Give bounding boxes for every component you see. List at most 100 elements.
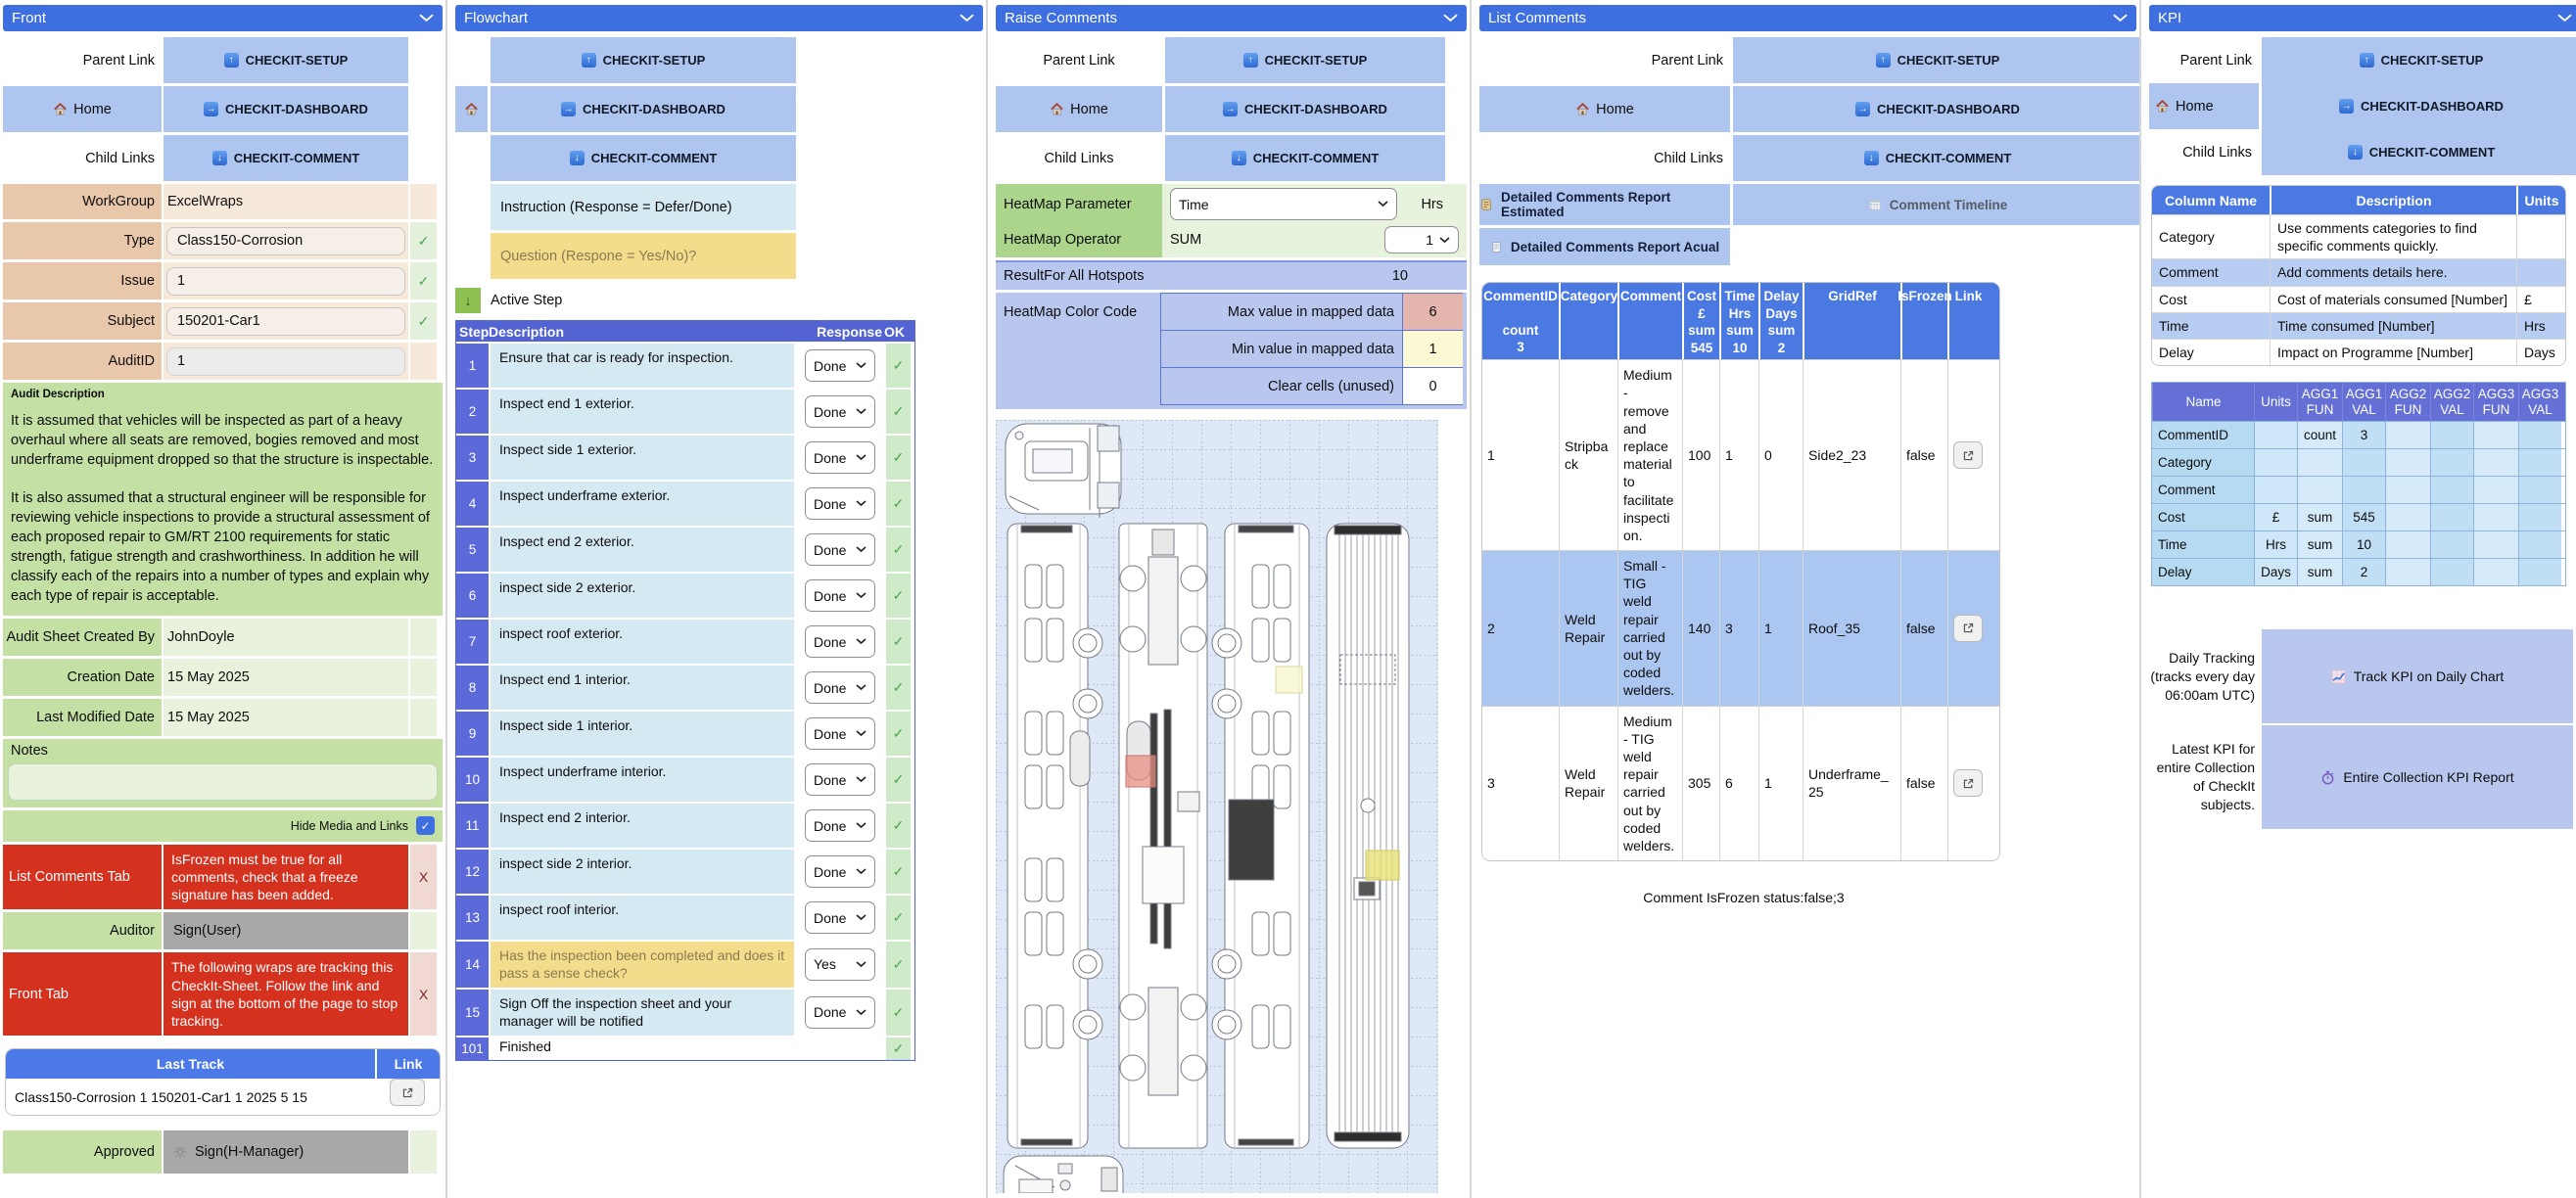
checkit-dashboard-link[interactable]: → CHECKIT-DASHBOARD [1855, 102, 2020, 116]
checkit-comment-link[interactable]: ↓ CHECKIT-COMMENT [211, 151, 359, 165]
comment-time: 6 [1719, 706, 1758, 861]
comment-timeline-link[interactable]: Comment Timeline [1733, 184, 2139, 225]
checkit-dashboard-link[interactable]: → CHECKIT-DASHBOARD [1223, 102, 1387, 116]
response-select[interactable]: Done [805, 395, 875, 428]
checkit-dashboard-link[interactable]: → CHECKIT-DASHBOARD [204, 102, 368, 116]
comment-row: 1 Stripback Medium - remove and replace … [1482, 359, 1999, 551]
created-by-row: Audit Sheet Created By JohnDoyle [3, 618, 443, 656]
color-code-row-value[interactable]: 6 [1402, 294, 1463, 330]
response-select[interactable]: Done [805, 901, 875, 934]
checkit-comment-link[interactable]: ↓ CHECKIT-COMMENT [1231, 151, 1379, 165]
panel-header-flowchart[interactable]: Flowchart [455, 5, 983, 31]
checkit-setup-link[interactable]: ↑ CHECKIT-SETUP [1875, 53, 1999, 68]
heatmap-operator-value: SUM [1170, 232, 1202, 248]
response-select[interactable]: Done [805, 855, 875, 888]
hide-media-checkbox[interactable]: ✓ [416, 816, 435, 836]
subject-input[interactable]: 150201-Car1 [166, 306, 405, 336]
response-select[interactable]: Done [805, 717, 875, 750]
warning-x-icon: X [410, 844, 437, 910]
type-label: Type [3, 222, 162, 259]
checkit-setup-link[interactable]: ↑ CHECKIT-SETUP [2359, 53, 2483, 68]
heat-cell-side2-23[interactable] [1275, 666, 1303, 694]
step-number: 9 [456, 712, 489, 756]
comment-open-button[interactable] [1953, 614, 1983, 642]
approved-signature-field[interactable]: Sign(H-Manager) [164, 1130, 408, 1175]
step-number: 5 [456, 528, 489, 572]
heat-cell-underframe-25[interactable] [1125, 755, 1156, 788]
last-track-open-button[interactable] [390, 1079, 425, 1107]
detailed-report-estimated-link[interactable]: Detailed Comments Report Estimated [1479, 184, 1730, 225]
checkit-comment-link[interactable]: ↓ CHECKIT-COMMENT [2347, 145, 2495, 160]
response-select[interactable]: Done [805, 579, 875, 612]
checkit-dashboard-link[interactable]: → CHECKIT-DASHBOARD [2339, 99, 2504, 114]
kpi-column-row: Delay Impact on Programme [Number] Days [2152, 338, 2565, 366]
step-row: 11 Inspect end 2 interior. Done ✓ [456, 802, 914, 848]
color-code-row-value[interactable]: 0 [1402, 368, 1463, 404]
panel-header-list-comments[interactable]: List Comments [1479, 5, 2136, 31]
check-icon: ✓ [417, 272, 430, 289]
active-step-label: Active Step [491, 293, 563, 308]
panel-header-kpi[interactable]: KPI [2149, 5, 2576, 31]
heatmap-parameter-select[interactable]: Time [1170, 188, 1397, 220]
check-icon: ✓ [892, 725, 905, 741]
agg-name: Comment [2152, 477, 2254, 504]
external-link-icon [1963, 778, 1973, 788]
step-ok-cell: ✓ [884, 620, 911, 664]
checkit-setup-link[interactable]: ↑ CHECKIT-SETUP [1242, 53, 1367, 68]
chevron-down-icon[interactable] [419, 14, 434, 23]
line-chart-icon [2331, 669, 2346, 684]
comment-open-button[interactable] [1953, 441, 1983, 470]
checkit-comment-link[interactable]: ↓ CHECKIT-COMMENT [569, 151, 717, 165]
auditor-signature-field[interactable]: Sign(User) [164, 912, 408, 950]
issue-input[interactable]: 1 [166, 266, 405, 296]
panel-title-flowchart: Flowchart [464, 10, 529, 26]
check-icon: ✓ [892, 955, 905, 972]
aggregate-header-cell: AGG1 FUN [2297, 383, 2342, 422]
detailed-report-actual-link[interactable]: Detailed Comments Report Acual [1479, 228, 1730, 265]
response-select[interactable]: Done [805, 809, 875, 842]
chevron-down-icon[interactable] [2113, 14, 2128, 23]
response-select[interactable]: Done [805, 441, 875, 474]
track-kpi-daily-chart-button[interactable]: Track KPI on Daily Chart [2262, 629, 2573, 724]
home-icon-cell[interactable] [455, 86, 488, 132]
kpi-columns-header: Column Name Description Units [2152, 186, 2565, 214]
audit-description: Audit Description It is assumed that veh… [3, 383, 443, 616]
color-code-row-value[interactable]: 1 [1402, 331, 1463, 367]
check-icon: ✓ [892, 587, 905, 603]
entire-collection-kpi-report-button[interactable]: Entire Collection KPI Report [2262, 725, 2573, 830]
checkit-setup-link[interactable]: ↑ CHECKIT-SETUP [581, 53, 705, 68]
response-select[interactable]: Done [805, 349, 875, 382]
response-select[interactable]: Done [805, 671, 875, 704]
type-input[interactable]: Class150-Corrosion [166, 226, 405, 255]
response-select[interactable]: Done [805, 625, 875, 658]
checkit-comment-link[interactable]: ↓ CHECKIT-COMMENT [1863, 151, 2011, 165]
agg3-val [2518, 422, 2561, 449]
select-chevron-icon [856, 454, 866, 461]
workgroup-row: WorkGroup ExcelWraps [3, 184, 443, 219]
panel-kpi: KPI Parent Link ↑ CHECKIT-SETUP Home → CHE… [2146, 0, 2576, 1198]
up-arrow-icon: ↑ [2359, 53, 2374, 68]
response-select[interactable]: Done [805, 533, 875, 566]
external-link-icon [402, 1087, 412, 1097]
response-select[interactable]: Done [805, 487, 875, 520]
heat-cell-roof-35[interactable] [1365, 850, 1400, 881]
response-select[interactable]: Done [805, 995, 875, 1029]
chevron-down-icon[interactable] [1443, 14, 1458, 23]
notes-input[interactable] [8, 762, 438, 801]
header-step: Step [459, 323, 490, 340]
chevron-down-icon[interactable] [960, 14, 974, 23]
select-chevron-icon [856, 684, 866, 691]
response-select[interactable]: Yes [805, 947, 875, 981]
comment-time: 3 [1719, 551, 1758, 706]
chevron-down-icon[interactable] [2557, 14, 2572, 23]
heatmap-operator-select[interactable]: 1 [1384, 226, 1459, 253]
column-units [2516, 259, 2565, 286]
checkit-setup-link[interactable]: ↑ CHECKIT-SETUP [223, 53, 348, 68]
panel-header-raise-comments[interactable]: Raise Comments [996, 5, 1467, 31]
response-select[interactable]: Done [805, 763, 875, 796]
header-commentid: CommentID count 3 [1483, 289, 1558, 355]
comment-open-button[interactable] [1953, 769, 1983, 798]
checkit-dashboard-link[interactable]: → CHECKIT-DASHBOARD [561, 102, 726, 116]
panel-header-front[interactable]: Front [3, 5, 443, 31]
external-link-icon [1963, 623, 1973, 633]
